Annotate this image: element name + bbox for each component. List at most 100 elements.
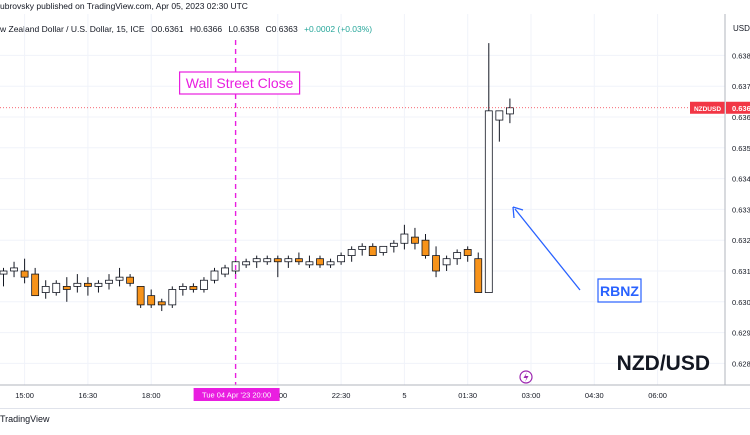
x-tick-label: 06:00 (648, 391, 667, 400)
candle-body (41, 285, 50, 293)
x-tick-label: 15:00 (15, 391, 34, 400)
y-tick-label: 0.632 (732, 236, 750, 245)
rbnz-label: RBNZ (600, 283, 639, 299)
y-tick-label: 0.637 (732, 82, 750, 91)
candle-body (273, 258, 282, 263)
candle-body (242, 261, 251, 266)
candle-body (347, 249, 356, 257)
axes: USD 0.638 0.637 0.636 0.635 0.634 0.633 0.632 0.… (0, 14, 750, 401)
x-tick-label: 5 (402, 391, 406, 400)
lightning-bolt-icon[interactable] (519, 370, 533, 384)
candle-body (284, 258, 293, 263)
candle-body (484, 110, 493, 293)
x-tick-label: 16:30 (79, 391, 98, 400)
y-tick-label: 0.631 (732, 267, 750, 276)
bolt-shape (523, 372, 529, 382)
candle-body (326, 261, 335, 266)
candle-body (316, 258, 324, 266)
candle-body (389, 242, 398, 247)
rbnz-arrow-head (512, 206, 524, 219)
y-tick-label: 0.629 (732, 329, 750, 338)
high-value: H0.6366 (189, 24, 223, 34)
candle-body (189, 285, 198, 290)
price-tag-value: 0.636 (732, 104, 750, 113)
x-tick-label: 04:30 (585, 391, 604, 400)
candle-body (73, 282, 82, 287)
candle-body (94, 282, 103, 287)
publish-header: ubrovsky published on TradingView.com, A… (0, 0, 725, 12)
price-tag-bg (726, 101, 750, 114)
wall-street-close-label: Wall Street Close (186, 75, 294, 91)
candle-body (411, 236, 419, 244)
candle-body (453, 252, 462, 260)
x-tick-label: 18:00 (142, 391, 161, 400)
candle-body (432, 255, 440, 272)
open-value: O0.6361 (150, 24, 184, 34)
y-tick-label: 0.638 (732, 51, 750, 60)
candle-body (10, 267, 18, 272)
candle-body (178, 285, 187, 290)
candle-body (337, 255, 346, 263)
candle-body (421, 239, 430, 256)
candle-body (168, 289, 177, 306)
candle-body (294, 258, 303, 263)
change-value: +0.0002 (+0.03%) (304, 24, 373, 34)
candles (0, 43, 514, 312)
candle-body (305, 261, 314, 266)
x-tick-label: 01:30 (458, 391, 477, 400)
candle-body (62, 285, 71, 290)
candle-body (84, 282, 92, 287)
symbol-tag-label: NZDUSD (694, 106, 721, 113)
symbol-tag-bg (690, 101, 725, 114)
y-tick-label: 0.634 (732, 175, 750, 184)
low-value: L0.6358 (228, 24, 260, 34)
candle-body (200, 279, 208, 290)
y-tick-label: 0.635 (732, 144, 750, 153)
candle-body (252, 258, 261, 263)
candle-body (505, 107, 514, 115)
date-label-bg (193, 388, 280, 401)
candle-body (368, 245, 377, 257)
close-value: C0.6363 (265, 24, 298, 34)
candle-body (221, 267, 229, 275)
candle-body (263, 258, 272, 263)
overlays: Wall Street Close RBNZ NZD/USD NZDUSD 0.636 (0, 40, 750, 385)
candle-body (0, 270, 8, 275)
x-tick-label: 22:30 (332, 391, 351, 400)
candle-body (105, 279, 113, 284)
candle-body (31, 273, 40, 297)
pair-title: NZD/USD (617, 352, 710, 375)
footer-bar: TradingView (0, 408, 750, 431)
candle-body (400, 233, 409, 244)
candle-body (136, 285, 145, 306)
candle-body (115, 276, 124, 281)
date-label: Tue 04 Apr '23 20:00 (202, 391, 271, 400)
rbnz-label-box (597, 278, 642, 303)
grid (0, 14, 725, 385)
tradingview-brand[interactable]: TradingView (0, 414, 50, 424)
y-tick-label: 0.633 (732, 205, 750, 214)
candle-body (157, 301, 166, 306)
candle-body (52, 282, 61, 293)
candle-body (379, 245, 388, 253)
currency-label: USD (733, 24, 750, 33)
candle-body (495, 110, 504, 121)
symbol-line[interactable]: w Zealand Dollar / U.S. Dollar, 15, ICE (0, 24, 145, 34)
candle-body (126, 276, 134, 284)
ohlc-legend: w Zealand Dollar / U.S. Dollar, 15, ICE … (0, 22, 725, 36)
x-tick-label: 03:00 (522, 391, 541, 400)
candle-body (474, 258, 483, 293)
candle-body (463, 249, 472, 257)
y-tick-label: 0.636 (732, 113, 750, 122)
y-tick-label: 0.630 (732, 298, 750, 307)
candle-body (147, 295, 156, 306)
y-tick-label: 0.628 (732, 359, 750, 368)
candle-body (358, 245, 367, 250)
candle-body (20, 270, 29, 278)
candle-body (442, 258, 451, 266)
candle-body (210, 270, 219, 281)
rbnz-arrow-line (514, 208, 581, 291)
annotation-box (179, 71, 301, 95)
